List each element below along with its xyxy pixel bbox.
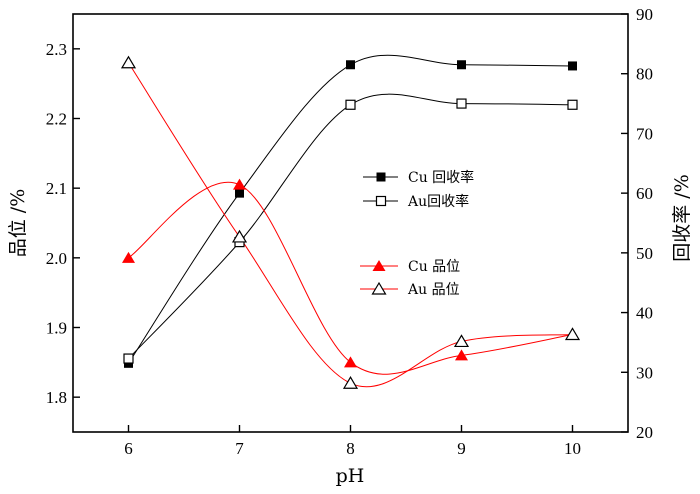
series-line-0 [128, 54, 573, 364]
x-axis: 6 7 8 9 10 [124, 425, 581, 458]
x-axis-title: pH [336, 465, 365, 487]
x-tick-label-9: 9 [457, 439, 466, 458]
series-2-point-6 [122, 251, 135, 263]
series-1-point-9 [456, 98, 467, 109]
series-2-point-7 [233, 178, 246, 190]
right-tick-label-20: 20 [636, 423, 653, 442]
left-tick-label-2.2: 2.2 [46, 110, 67, 129]
legend-marker-au-recovery [375, 195, 387, 207]
legend-marker-au-grade [371, 281, 387, 295]
series-0-point-10 [568, 61, 577, 71]
series-2-point-8 [344, 356, 357, 368]
right-tick-label-80: 80 [636, 65, 653, 84]
right-tick-label-90: 90 [636, 5, 653, 24]
x-tick-label-8: 8 [346, 439, 355, 458]
left-tick-label-2.1: 2.1 [46, 179, 67, 198]
x-tick-label-6: 6 [124, 439, 133, 458]
series-line-3 [128, 62, 573, 388]
series-3-point-6 [120, 55, 137, 69]
series-0-point-8 [346, 60, 355, 70]
right-tick-label-40: 40 [636, 304, 653, 323]
series-0-point-7 [235, 188, 244, 198]
x-tick-label-7: 7 [235, 439, 244, 458]
legend-label-cu-grade: Cu 品位 [408, 259, 460, 275]
left-tick-label-2.0: 2.0 [46, 249, 67, 268]
legend-marker-cu-grade [372, 260, 386, 271]
left-tick-label-1.8: 1.8 [46, 388, 67, 407]
right-tick-label-30: 30 [636, 363, 653, 382]
left-tick-label-1.9: 1.9 [46, 319, 67, 338]
series-layer [120, 54, 581, 389]
series-1-point-10 [567, 99, 578, 110]
x-tick-label-10: 10 [564, 439, 581, 458]
series-2-point-9 [455, 349, 468, 361]
left-axis-title: 品位 /% [7, 189, 29, 258]
right-tick-label-50: 50 [636, 244, 653, 263]
legend-label-au-recovery: Au回收率 [407, 193, 469, 210]
right-tick-label-70: 70 [636, 124, 653, 143]
left-tick-label-2.3: 2.3 [46, 40, 67, 59]
left-y-axis: 1.8 1.9 2.0 2.1 2.2 2.3 [46, 40, 80, 407]
right-y-axis: 20 30 40 50 60 70 80 90 [621, 5, 653, 442]
series-3-point-9 [453, 334, 470, 348]
series-3-point-10 [564, 327, 581, 341]
plot-frame [72, 13, 629, 433]
legend-marker-cu-recovery [376, 172, 386, 182]
series-line-2 [128, 181, 573, 375]
legend-label-au-grade: Au 品位 [407, 282, 460, 298]
right-tick-label-60: 60 [636, 184, 653, 203]
series-line-1 [128, 93, 573, 359]
legend-label-cu-recovery: Cu 回收率 [408, 169, 474, 186]
right-axis-title: 回收率 /% [671, 174, 693, 262]
series-0-point-9 [457, 60, 466, 70]
series-1-point-8 [345, 99, 356, 110]
series-3-point-7 [231, 229, 248, 243]
series-3-point-8 [342, 376, 359, 389]
series-1-point-6 [123, 353, 134, 364]
legend: Cu 回收率 Au回收率 Cu 品位 Au 品位 [360, 169, 474, 298]
